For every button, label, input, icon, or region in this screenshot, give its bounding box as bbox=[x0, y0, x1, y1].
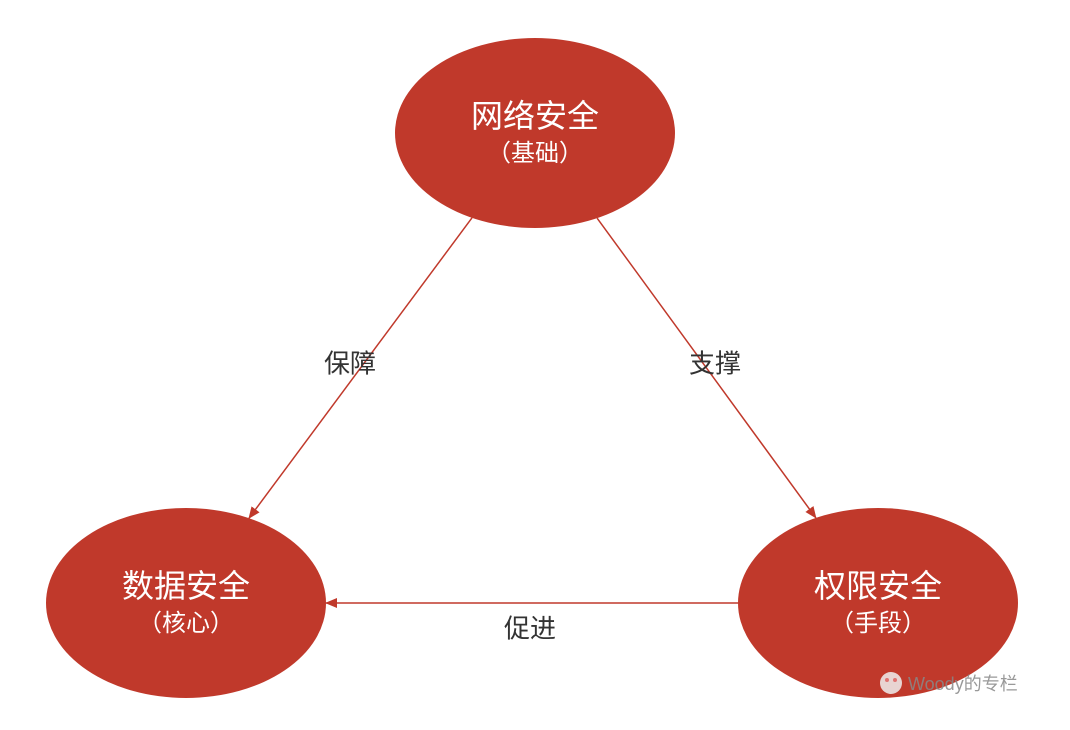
edge-label-top-right: 支撑 bbox=[689, 344, 741, 381]
watermark-text: Woody的专栏 bbox=[908, 670, 1018, 696]
watermark-icon bbox=[880, 672, 902, 694]
diagram-canvas: 网络安全（基础） 数据安全（核心） 权限安全（手段） 保障 支撑促进 Woody的专栏 bbox=[0, 0, 1070, 730]
node-right-sub: （手段） bbox=[830, 608, 926, 640]
node-left-sub: （核心） bbox=[138, 608, 234, 640]
edge-label-right-left: 促进 bbox=[504, 609, 556, 646]
node-top: 网络安全（基础） bbox=[395, 38, 675, 228]
node-right-title: 权限安全 bbox=[814, 565, 942, 608]
node-left-title: 数据安全 bbox=[122, 565, 250, 608]
node-left: 数据安全（核心） bbox=[46, 508, 326, 698]
edge-label-top-left: 保障 bbox=[324, 344, 376, 381]
node-top-title: 网络安全 bbox=[471, 95, 599, 138]
watermark: Woody的专栏 bbox=[880, 670, 1018, 696]
node-top-sub: （基础） bbox=[487, 138, 583, 170]
